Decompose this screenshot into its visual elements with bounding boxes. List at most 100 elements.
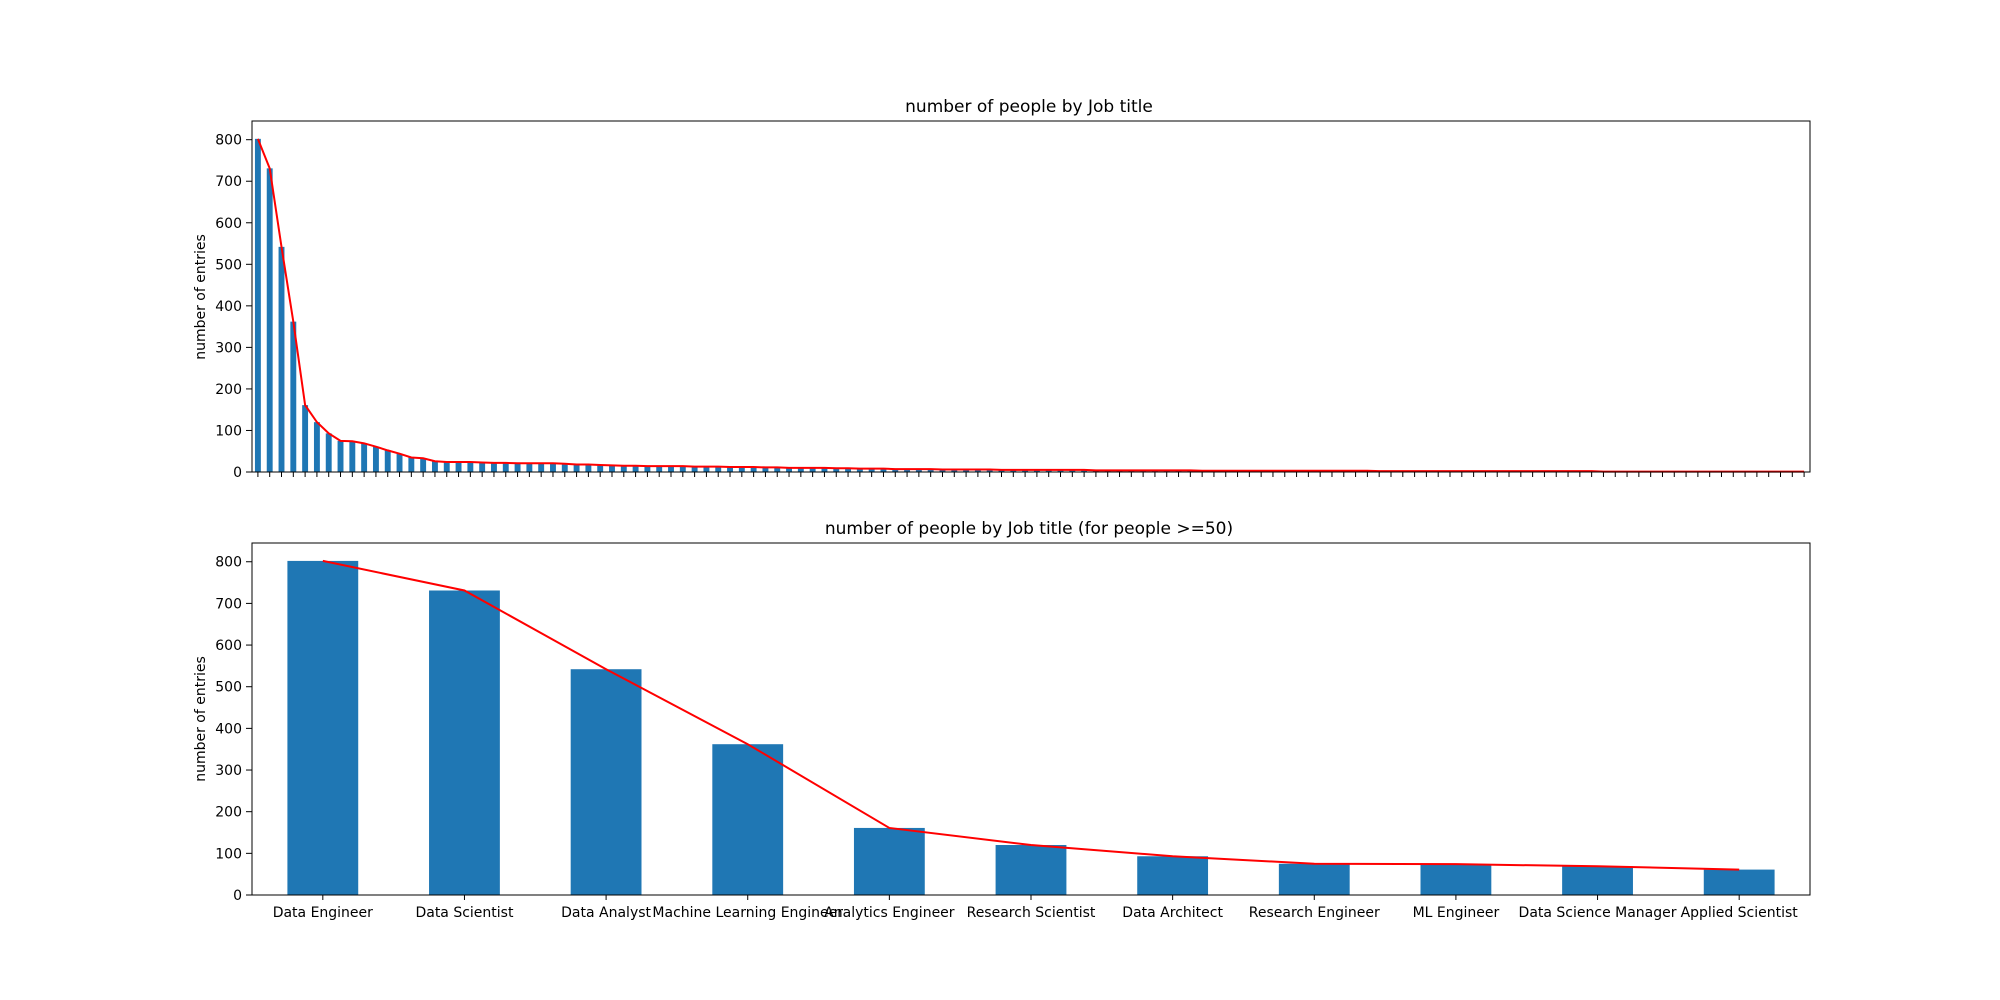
x-tick-label: ML Engineer (1413, 905, 1500, 921)
y-tick-label: 200 (215, 805, 242, 821)
bar (963, 469, 970, 472)
bar (995, 845, 1067, 895)
bar (420, 458, 427, 472)
y-tick-label: 500 (215, 257, 242, 273)
bar (526, 463, 533, 472)
bar (337, 440, 344, 472)
bar (455, 462, 462, 472)
y-tick-label: 200 (215, 382, 242, 398)
bar (396, 453, 403, 472)
y-tick-label: 700 (215, 174, 242, 190)
bar (514, 463, 521, 472)
bar (1033, 469, 1040, 472)
bar (679, 466, 686, 472)
y-tick-label: 700 (215, 596, 242, 612)
y-tick-label: 100 (215, 423, 242, 439)
bar (762, 467, 769, 472)
bar (774, 467, 781, 472)
y-ticks: 0 100 200 300 400 500 600 700 800 (215, 133, 252, 481)
bar (609, 465, 615, 472)
bar (668, 466, 674, 472)
x-tick-label: Machine Learning Engineer (652, 905, 843, 921)
x-tick-label: Applied Scientist (1681, 905, 1799, 921)
bar (287, 560, 359, 895)
x-tick-label: Data Science Manager (1519, 905, 1677, 921)
y-tick-label: 100 (215, 846, 242, 862)
y-tick-label: 800 (215, 555, 242, 571)
bar (1137, 856, 1209, 895)
x-tick-label: Analytics Engineer (824, 905, 955, 921)
bar (853, 827, 925, 895)
bar (656, 466, 663, 472)
bars (254, 138, 1808, 472)
bar (691, 466, 698, 472)
bar (325, 433, 332, 472)
y-tick-label: 800 (215, 133, 242, 149)
bar (1010, 469, 1017, 472)
bar (1081, 469, 1088, 472)
bar (927, 469, 934, 472)
bar (951, 469, 958, 472)
bar (467, 462, 474, 472)
bar (797, 467, 804, 472)
bar (1562, 866, 1633, 895)
bar (712, 744, 784, 895)
bar (786, 467, 792, 472)
bar (1703, 869, 1775, 895)
bar (1057, 469, 1064, 472)
y-tick-label: 300 (215, 763, 242, 779)
y-tick-label: 400 (215, 721, 242, 737)
bar (620, 465, 627, 472)
bar (1420, 864, 1492, 895)
bar (254, 138, 261, 472)
x-tick-label: Data Scientist (415, 905, 514, 921)
bar (431, 461, 438, 472)
bar (715, 466, 722, 472)
bar (915, 469, 922, 472)
bar (502, 462, 509, 472)
y-tick-label: 400 (215, 299, 242, 315)
bar (904, 469, 911, 472)
bar (561, 463, 568, 472)
bar (491, 462, 497, 472)
bar (550, 463, 556, 472)
bar (1278, 863, 1350, 895)
bar (868, 468, 875, 472)
bar (986, 469, 993, 472)
y-tick-label: 600 (215, 638, 242, 654)
x-ticks: Data Engineer Data Scientist Data Analyst M… (273, 895, 1799, 921)
bar (408, 457, 415, 472)
bar (856, 468, 863, 472)
bar (585, 464, 592, 472)
y-tick-label: 500 (215, 680, 242, 696)
bar (372, 446, 379, 472)
y-axis-label: number of entries (193, 656, 209, 782)
bar (573, 464, 580, 472)
bar (361, 443, 368, 472)
plot-frame (251, 542, 1811, 896)
x-tick-label: Data Architect (1122, 905, 1223, 921)
chart-job-title-50plus: number of people by Job title (for peopl… (193, 519, 1811, 921)
x-tick-label: Research Scientist (967, 905, 1096, 921)
bars (287, 560, 1775, 895)
bar (1069, 469, 1076, 472)
bar (738, 467, 745, 472)
bar (597, 464, 604, 472)
y-axis-label: number of entries (193, 234, 209, 360)
bar (750, 467, 757, 472)
y-tick-label: 0 (233, 465, 242, 481)
bar (278, 246, 285, 472)
chart-title: number of people by Job title (for peopl… (825, 519, 1233, 539)
y-tick-label: 0 (233, 888, 242, 904)
bar (302, 405, 309, 472)
bar (384, 450, 391, 472)
bar (821, 467, 828, 472)
trend-line (322, 559, 1740, 871)
bar (880, 468, 887, 472)
y-ticks: 0 100 200 300 400 500 600 700 800 (215, 555, 252, 904)
bar (538, 463, 545, 472)
plot-frame (251, 120, 1811, 473)
bar (429, 590, 500, 895)
bar (833, 468, 840, 472)
